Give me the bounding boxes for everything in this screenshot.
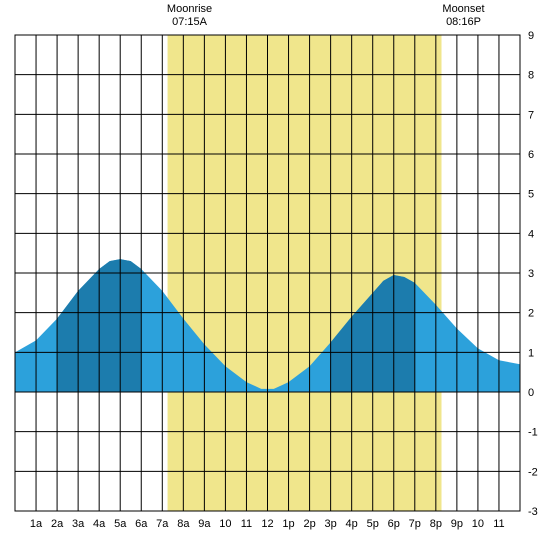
x-tick-label: 1a bbox=[30, 518, 43, 530]
x-tick-label: 1p bbox=[282, 518, 294, 530]
y-tick-label: 5 bbox=[528, 189, 534, 201]
tide-chart: 1a2a3a4a5a6a7a8a9a1011121p2p3p4p5p6p7p8p… bbox=[0, 0, 550, 550]
y-tick-label: -1 bbox=[528, 427, 538, 439]
moonrise-time: 07:15A bbox=[172, 16, 208, 28]
x-tick-label: 12 bbox=[261, 518, 273, 530]
x-tick-label: 9a bbox=[198, 518, 211, 530]
x-tick-label: 5a bbox=[114, 518, 127, 530]
y-tick-label: 2 bbox=[528, 308, 534, 320]
x-tick-label: 11 bbox=[493, 518, 504, 530]
x-tick-label: 7a bbox=[156, 518, 169, 530]
x-tick-label: 11 bbox=[241, 518, 252, 530]
x-tick-label: 6p bbox=[388, 518, 400, 530]
x-tick-label: 8a bbox=[177, 518, 190, 530]
moonset-time: 08:16P bbox=[446, 16, 481, 28]
x-tick-label: 5p bbox=[367, 518, 379, 530]
y-tick-label: 4 bbox=[528, 228, 534, 240]
x-tick-label: 2a bbox=[51, 518, 64, 530]
x-tick-label: 8p bbox=[430, 518, 442, 530]
y-tick-label: 3 bbox=[528, 268, 534, 280]
x-tick-label: 3a bbox=[72, 518, 85, 530]
chart-svg: 1a2a3a4a5a6a7a8a9a1011121p2p3p4p5p6p7p8p… bbox=[0, 0, 550, 550]
x-tick-label: 7p bbox=[409, 518, 421, 530]
x-tick-label: 9p bbox=[451, 518, 463, 530]
x-tick-label: 2p bbox=[303, 518, 315, 530]
y-tick-label: 7 bbox=[528, 109, 534, 121]
x-tick-label: 4a bbox=[93, 518, 106, 530]
x-tick-label: 10 bbox=[472, 518, 484, 530]
y-tick-label: 8 bbox=[528, 70, 534, 82]
y-tick-label: 1 bbox=[528, 347, 534, 359]
y-tick-label: 0 bbox=[528, 387, 534, 399]
moonset-label: Moonset bbox=[442, 3, 484, 15]
x-tick-label: 3p bbox=[325, 518, 337, 530]
x-tick-label: 6a bbox=[135, 518, 148, 530]
y-tick-label: 9 bbox=[528, 30, 534, 42]
moonrise-label: Moonrise bbox=[167, 3, 212, 15]
y-tick-label: -3 bbox=[528, 506, 538, 518]
y-tick-label: 6 bbox=[528, 149, 534, 161]
y-tick-label: -2 bbox=[528, 466, 538, 478]
x-tick-label: 4p bbox=[346, 518, 358, 530]
x-tick-label: 10 bbox=[219, 518, 231, 530]
